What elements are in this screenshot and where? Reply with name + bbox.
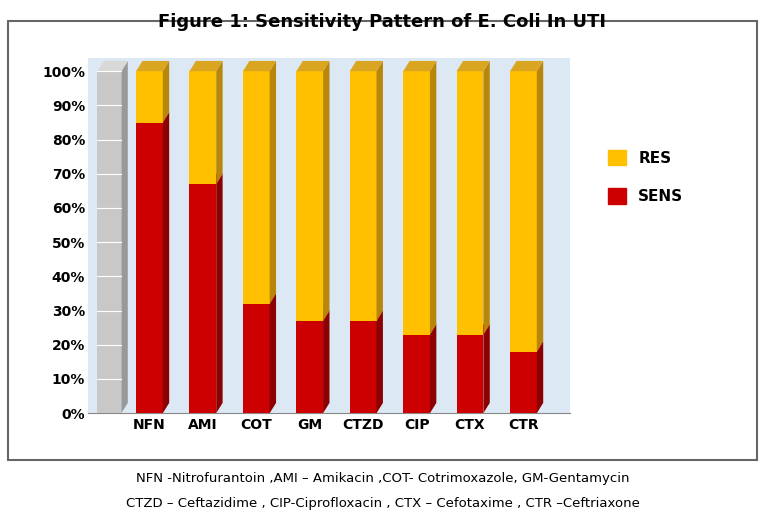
- Polygon shape: [122, 61, 128, 413]
- Bar: [136, 122, 163, 413]
- Polygon shape: [163, 112, 169, 413]
- Polygon shape: [403, 61, 436, 71]
- Bar: [243, 71, 269, 304]
- Polygon shape: [216, 174, 223, 413]
- Polygon shape: [136, 61, 169, 71]
- Bar: [296, 71, 323, 321]
- Text: NFN -Nitrofurantoin ,AMI – Amikacin ,COT- Cotrimoxazole, GM-Gentamycin: NFN -Nitrofurantoin ,AMI – Amikacin ,COT…: [135, 472, 630, 485]
- Polygon shape: [350, 311, 383, 321]
- Polygon shape: [323, 311, 330, 413]
- Polygon shape: [97, 61, 128, 71]
- Bar: [243, 304, 269, 413]
- Legend: RES, SENS: RES, SENS: [601, 143, 689, 211]
- Bar: [510, 351, 537, 413]
- Polygon shape: [296, 311, 330, 321]
- Polygon shape: [190, 174, 223, 184]
- FancyBboxPatch shape: [8, 21, 757, 460]
- Polygon shape: [243, 293, 276, 304]
- Polygon shape: [457, 61, 490, 71]
- Bar: [97, 71, 122, 413]
- Polygon shape: [537, 342, 543, 413]
- Polygon shape: [350, 61, 383, 71]
- Bar: [457, 71, 483, 335]
- Polygon shape: [510, 61, 543, 71]
- Bar: [350, 71, 376, 321]
- Polygon shape: [163, 61, 169, 122]
- Bar: [403, 71, 430, 335]
- Bar: [457, 335, 483, 413]
- Polygon shape: [376, 311, 383, 413]
- Polygon shape: [269, 293, 276, 413]
- Polygon shape: [483, 324, 490, 413]
- Text: CTZD – Ceftazidime , CIP-Ciprofloxacin , CTX – Cefotaxime , CTR –Ceftriaxone: CTZD – Ceftazidime , CIP-Ciprofloxacin ,…: [125, 497, 640, 509]
- Polygon shape: [296, 61, 330, 71]
- Bar: [510, 71, 537, 351]
- Polygon shape: [457, 324, 490, 335]
- Polygon shape: [269, 61, 276, 304]
- Polygon shape: [403, 324, 436, 335]
- Bar: [190, 71, 216, 184]
- Bar: [190, 184, 216, 413]
- Polygon shape: [537, 61, 543, 351]
- Polygon shape: [483, 61, 490, 335]
- Polygon shape: [510, 342, 543, 351]
- Polygon shape: [243, 61, 276, 71]
- Polygon shape: [190, 61, 223, 71]
- Bar: [296, 321, 323, 413]
- Text: Figure 1: Sensitivity Pattern of E. Coli In UTI: Figure 1: Sensitivity Pattern of E. Coli…: [158, 13, 607, 31]
- Polygon shape: [430, 61, 436, 335]
- Polygon shape: [430, 324, 436, 413]
- Polygon shape: [216, 61, 223, 184]
- Polygon shape: [323, 61, 330, 321]
- Polygon shape: [136, 112, 169, 122]
- Bar: [403, 335, 430, 413]
- Bar: [136, 71, 163, 122]
- Bar: [350, 321, 376, 413]
- Polygon shape: [376, 61, 383, 321]
